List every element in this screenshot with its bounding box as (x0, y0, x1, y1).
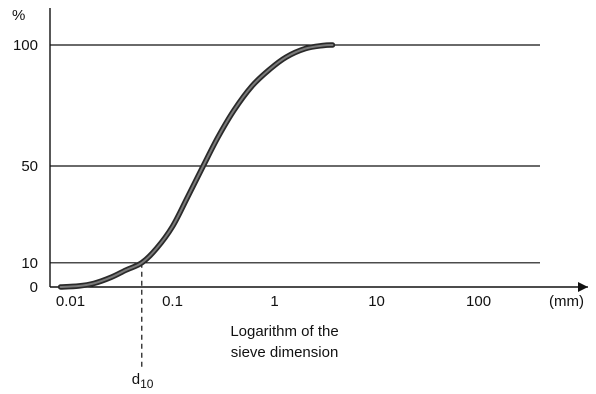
y-tick-label: 100 (13, 37, 38, 54)
y-tick-label: 50 (21, 158, 38, 175)
d10-label-main: d (132, 371, 140, 388)
d10-label-subscript: 10 (140, 377, 154, 391)
y-tick-label: 0 (30, 279, 38, 296)
y-tick-labels: 0 10 50 100 (13, 37, 38, 296)
x-tick-label: 0.01 (56, 293, 85, 310)
gridlines (50, 44, 540, 264)
x-tick-label: 1 (270, 293, 278, 310)
x-tick-label: 100 (466, 293, 491, 310)
d10-marker-label: d10 (132, 371, 154, 391)
x-axis-label-line-2: sieve dimension (231, 344, 339, 361)
y-tick-label: 10 (21, 255, 38, 272)
x-tick-label: 10 (368, 293, 385, 310)
x-axis-unit: (mm) (549, 293, 584, 310)
x-tick-labels: 0.01 0.1 1 10 100 (56, 293, 491, 310)
x-tick-label: 0.1 (162, 293, 183, 310)
grading-curve-highlight (59, 44, 334, 288)
y-axis-unit: % (12, 7, 25, 24)
x-axis-label-line-1: Logarithm of the (230, 323, 338, 340)
